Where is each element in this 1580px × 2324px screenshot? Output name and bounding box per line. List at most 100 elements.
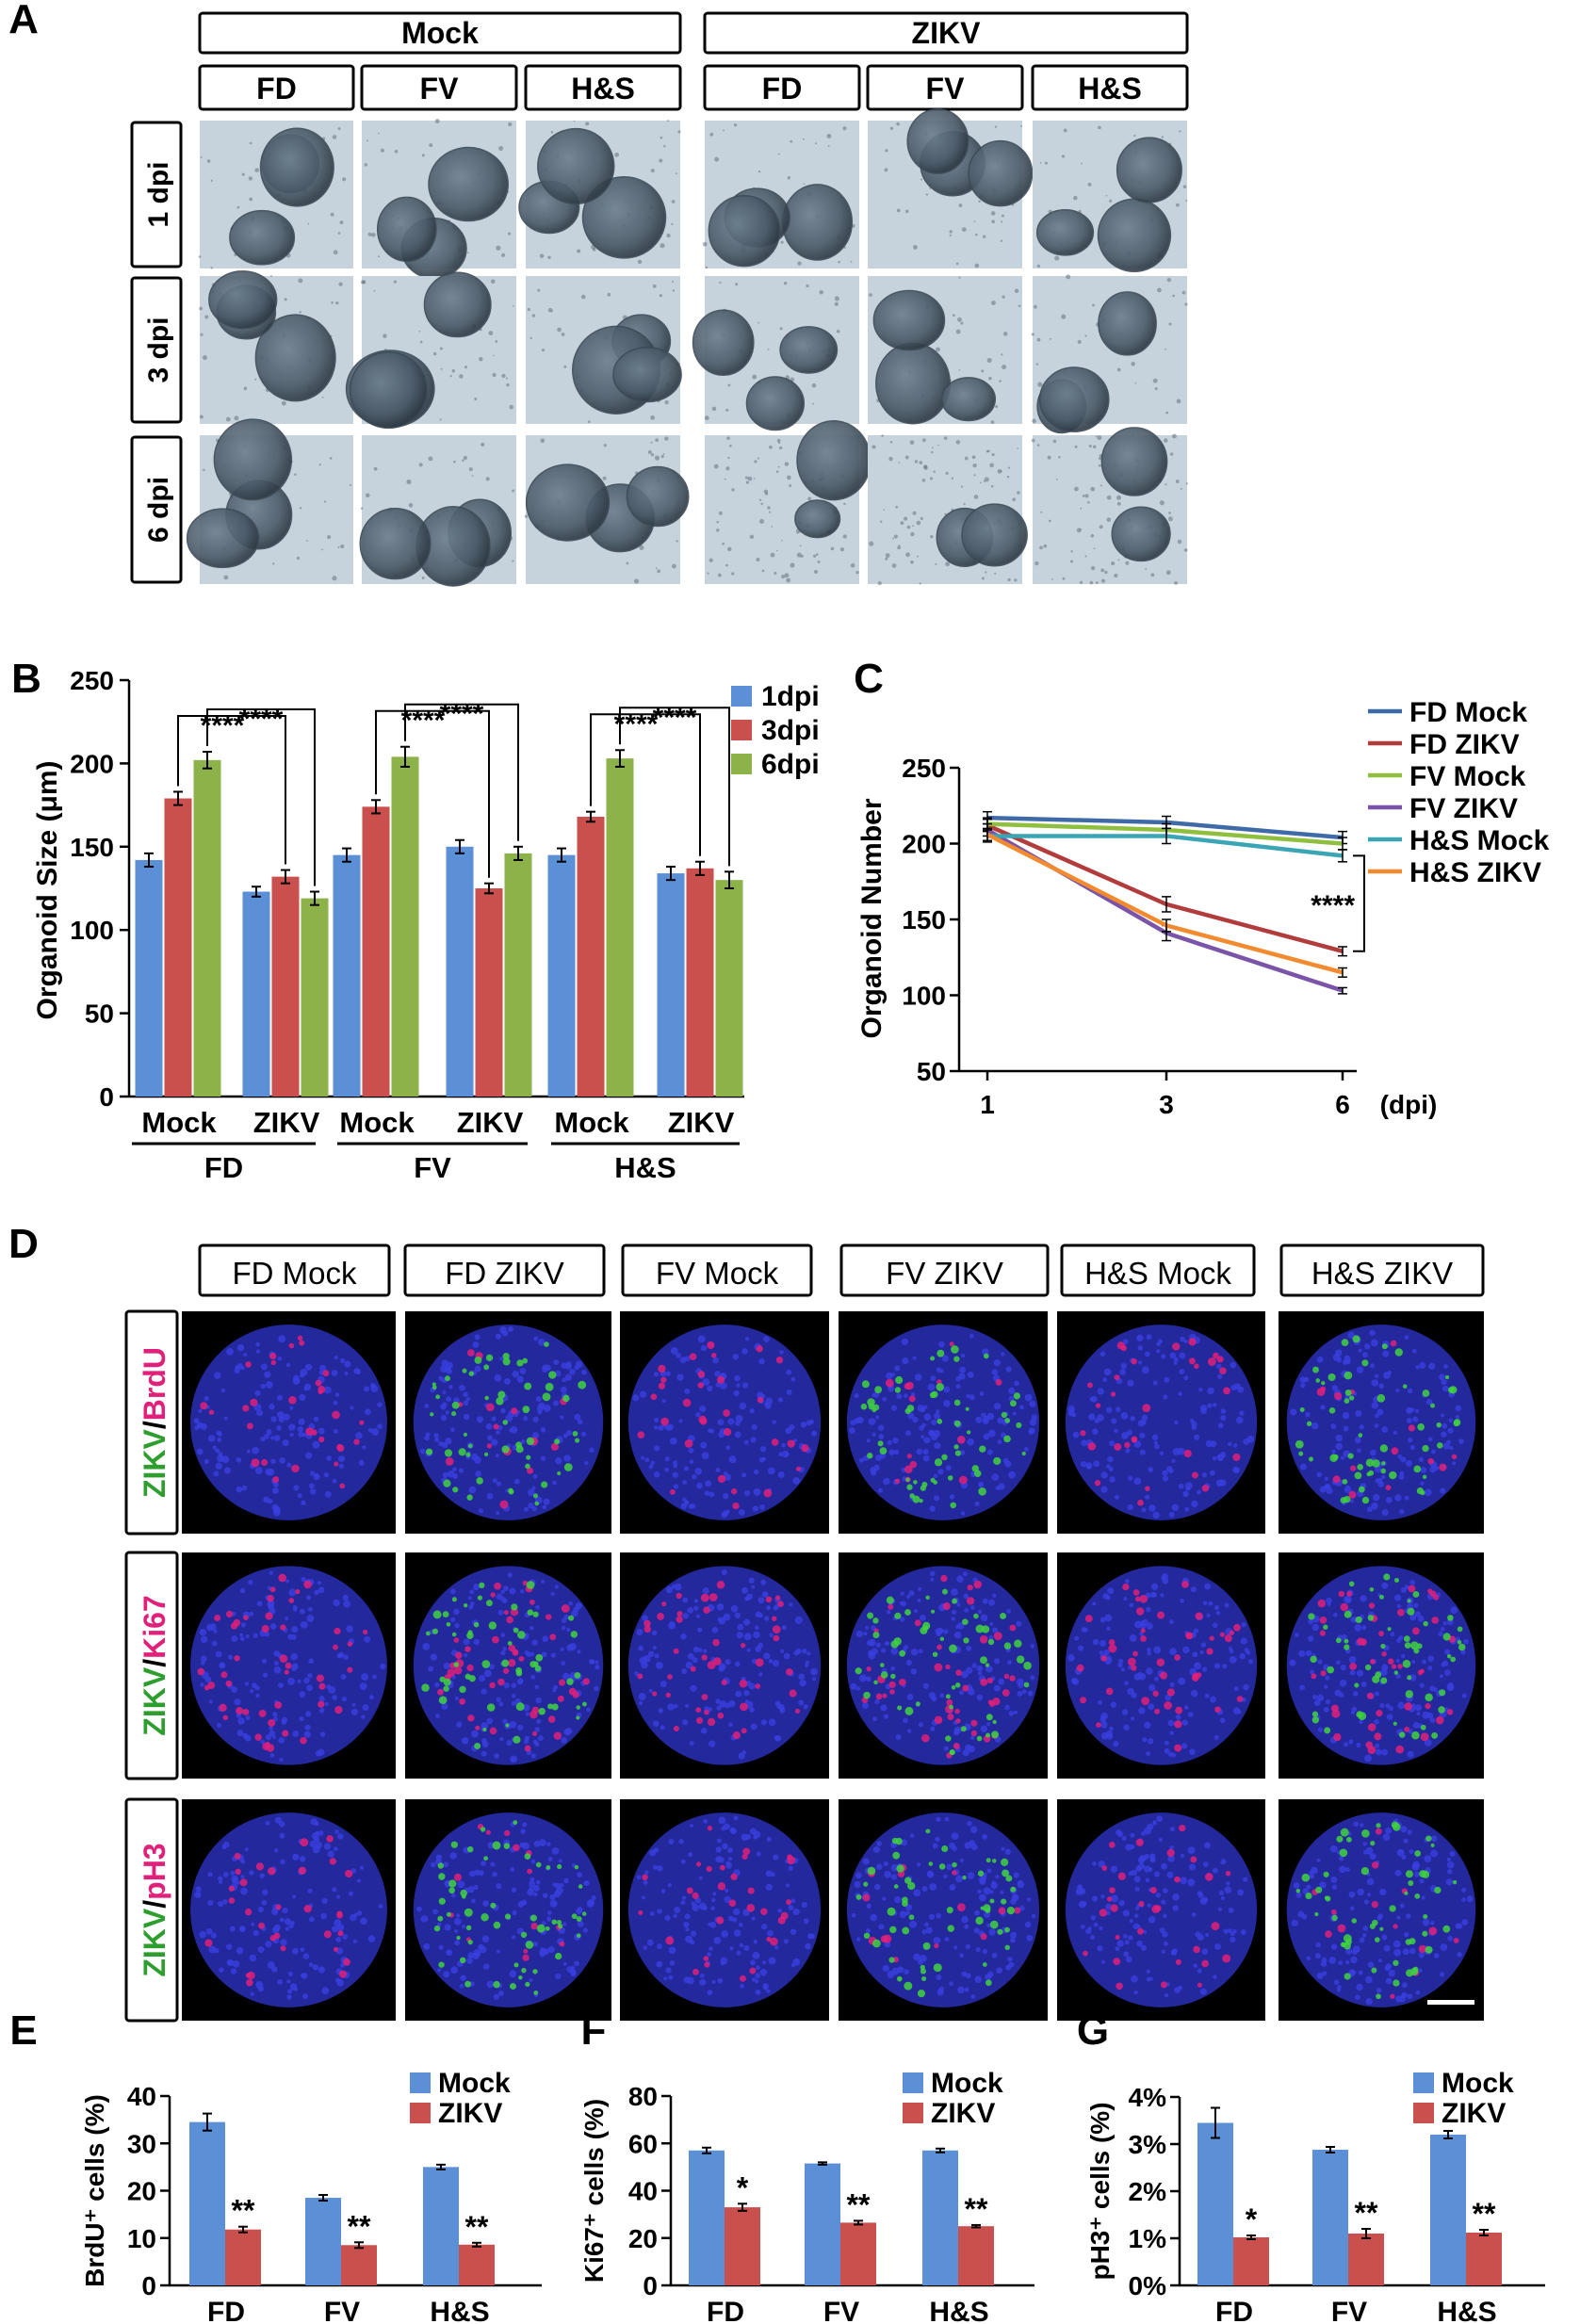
- y-tick-label: 50: [917, 1057, 946, 1086]
- nucleus-dot: [1316, 1694, 1325, 1701]
- zikv-positive-cell: [1308, 1613, 1315, 1620]
- debris-speck: [986, 449, 990, 453]
- nucleus-dot: [698, 1876, 703, 1880]
- nucleus-dot: [1125, 1448, 1131, 1454]
- nucleus-dot: [936, 1816, 941, 1822]
- x-tick-label: FD: [207, 2297, 245, 2324]
- debris-speck: [1159, 500, 1165, 506]
- nucleus-dot: [883, 1714, 889, 1719]
- marker-positive-cell: [225, 1680, 233, 1687]
- zikv-positive-cell: [908, 1914, 915, 1921]
- debris-speck: [652, 284, 657, 288]
- nucleus-dot: [494, 1753, 499, 1759]
- nucleus-dot: [1399, 1903, 1405, 1909]
- nucleus-dot: [1354, 1623, 1362, 1632]
- nucleus-dot: [705, 1480, 712, 1487]
- marker-positive-cell: [998, 1907, 1006, 1915]
- nucleus-dot: [1340, 1455, 1345, 1460]
- zikv-positive-cell: [576, 1916, 582, 1922]
- nucleus-dot: [752, 1505, 759, 1512]
- marker-positive-cell: [906, 1454, 912, 1459]
- debris-speck: [893, 534, 898, 539]
- marker-positive-cell: [719, 1864, 725, 1871]
- marker-positive-cell: [1337, 1924, 1346, 1933]
- marker-positive-cell: [1132, 1650, 1138, 1657]
- zikv-positive-cell: [545, 1382, 554, 1391]
- debris-speck: [881, 434, 884, 437]
- zikv-positive-cell: [551, 1919, 558, 1926]
- nucleus-dot: [946, 1863, 953, 1870]
- zikv-positive-cell: [1342, 1478, 1348, 1485]
- nucleus-dot: [509, 1587, 516, 1595]
- zikv-positive-cell: [1023, 1682, 1030, 1688]
- nucleus-dot: [962, 1571, 968, 1577]
- zikv-positive-cell: [912, 1495, 920, 1503]
- zikv-positive-cell: [925, 1828, 931, 1834]
- nucleus-dot: [344, 1360, 351, 1368]
- nucleus-dot: [1418, 1968, 1423, 1973]
- nucleus-dot: [542, 1893, 548, 1898]
- nucleus-dot: [695, 1614, 701, 1618]
- nucleus-dot: [511, 1682, 517, 1688]
- nucleus-dot: [1170, 1950, 1177, 1956]
- debris-speck: [471, 475, 474, 478]
- zikv-positive-cell: [525, 1981, 530, 1988]
- debris-speck: [1179, 130, 1181, 133]
- debris-speck: [671, 222, 674, 225]
- zikv-positive-cell: [1406, 1969, 1414, 1977]
- marker-positive-cell: [684, 1439, 693, 1448]
- nucleus-dot: [654, 1418, 660, 1423]
- nucleus-dot: [227, 1654, 234, 1660]
- marker-positive-cell: [1211, 1922, 1220, 1931]
- zikv-positive-cell: [502, 1353, 510, 1360]
- marker-positive-cell: [638, 1910, 643, 1915]
- nucleus-dot: [475, 1471, 481, 1477]
- marker-positive-cell: [1175, 1958, 1181, 1965]
- nucleus-dot: [730, 1604, 739, 1613]
- nucleus-dot: [1230, 1936, 1236, 1943]
- marker-positive-cell: [322, 1370, 330, 1377]
- nucleus-dot: [208, 1945, 217, 1954]
- debris-speck: [723, 129, 725, 132]
- nucleus-dot: [476, 1416, 483, 1423]
- nucleus-dot: [1344, 1596, 1352, 1603]
- nucleus-dot: [878, 1434, 885, 1439]
- zikv-positive-cell: [985, 1714, 993, 1721]
- nucleus-dot: [1364, 1343, 1371, 1350]
- nucleus-dot: [1359, 1719, 1363, 1725]
- column-header-label: H&S: [1078, 72, 1142, 106]
- organoid-blob: [782, 184, 854, 261]
- marker-positive-cell: [732, 1731, 741, 1740]
- nucleus-dot: [1409, 1849, 1414, 1855]
- row-header-box: [124, 1309, 179, 1536]
- nucleus-dot: [1144, 1351, 1150, 1357]
- marker-positive-cell: [958, 1475, 968, 1485]
- nucleus-dot: [1393, 1940, 1401, 1948]
- nucleus-dot: [912, 1356, 917, 1360]
- marker-positive-cell: [1141, 1697, 1150, 1706]
- nucleus-dot: [783, 1939, 789, 1944]
- nucleus-dot: [1457, 1952, 1462, 1958]
- nucleus-dot: [489, 1664, 495, 1670]
- y-tick-label: 1%: [1129, 2224, 1167, 2253]
- debris-speck: [650, 441, 653, 444]
- nucleus-dot: [914, 1373, 922, 1381]
- marker-positive-cell: [288, 1342, 295, 1349]
- column-header-box: [524, 64, 682, 111]
- zikv-positive-cell: [1383, 1573, 1391, 1581]
- nucleus-dot: [1099, 1650, 1104, 1655]
- nucleus-dot: [759, 1968, 768, 1976]
- nucleus-dot: [244, 1734, 252, 1742]
- nucleus-dot: [201, 1655, 207, 1663]
- zikv-positive-cell: [983, 1904, 991, 1912]
- zikv-positive-cell: [989, 1920, 999, 1929]
- debris-speck: [752, 374, 757, 380]
- nucleus-dot: [343, 1654, 349, 1660]
- nucleus-dot: [959, 1858, 965, 1862]
- nucleus-dot: [456, 1721, 463, 1728]
- debris-speck: [904, 209, 909, 214]
- debris-speck: [937, 444, 939, 447]
- nucleus-dot: [252, 1929, 259, 1936]
- nucleus-dot: [768, 1658, 774, 1664]
- nucleus-dot: [1128, 1475, 1133, 1481]
